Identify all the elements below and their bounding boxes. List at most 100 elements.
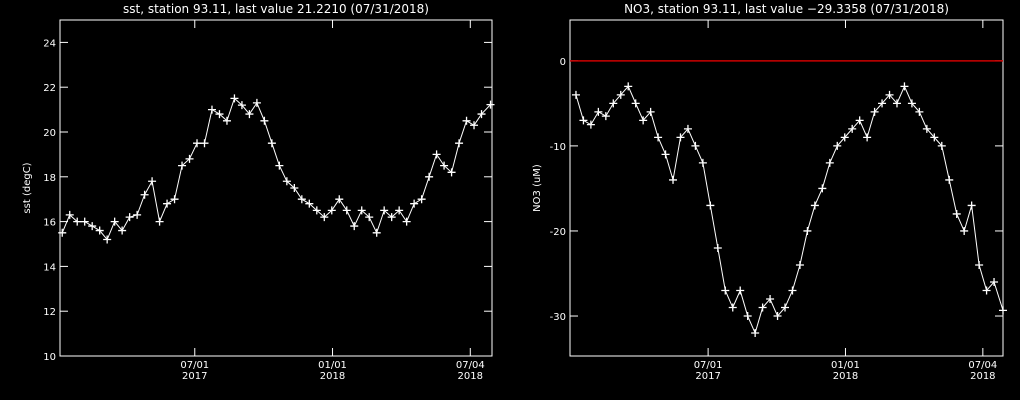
data-point	[840, 133, 849, 142]
data-point	[728, 303, 737, 312]
data-point	[312, 206, 321, 215]
data-point	[297, 195, 306, 204]
data-point	[103, 235, 112, 244]
x-tick-label: 07/01 2017	[180, 360, 210, 382]
data-point	[95, 226, 104, 235]
x-tick-label: 01/01 2018	[318, 360, 347, 382]
data-point	[207, 105, 216, 114]
data-point	[230, 94, 239, 103]
data-point	[676, 133, 685, 142]
data-point	[773, 312, 782, 321]
data-point	[275, 161, 284, 170]
data-point	[73, 217, 82, 226]
data-point	[417, 195, 426, 204]
data-point	[795, 260, 804, 269]
data-point	[870, 107, 879, 116]
data-point	[616, 90, 625, 99]
data-point	[305, 199, 314, 208]
plot-frame	[59, 19, 493, 357]
data-point	[432, 150, 441, 159]
data-point	[342, 206, 351, 215]
y-tick-label: -20	[550, 227, 566, 238]
plot-frame	[569, 19, 1004, 357]
data-point	[470, 121, 479, 130]
data-point	[907, 99, 916, 108]
data-point	[721, 286, 730, 295]
data-point	[335, 195, 344, 204]
data-point	[960, 226, 969, 235]
data-point	[654, 133, 663, 142]
x-tick-label: 01/01 2018	[831, 360, 860, 382]
data-point	[863, 133, 872, 142]
y-tick-label: 16	[43, 218, 56, 229]
data-point	[766, 295, 775, 304]
data-point	[892, 99, 901, 108]
data-point	[237, 101, 246, 110]
y-tick-label: 12	[43, 307, 56, 318]
data-point	[200, 139, 209, 148]
data-point	[133, 210, 142, 219]
data-point	[155, 217, 164, 226]
y-tick-label: 22	[43, 83, 56, 94]
y-tick-label: 20	[43, 128, 56, 139]
data-point	[193, 139, 202, 148]
data-point	[477, 110, 486, 119]
data-point	[140, 190, 149, 199]
data-point	[455, 139, 464, 148]
data-point	[945, 175, 954, 184]
data-point	[855, 116, 864, 125]
data-point	[758, 303, 767, 312]
data-point	[395, 206, 404, 215]
data-point	[350, 222, 359, 231]
y-tick-label: 10	[43, 352, 56, 363]
data-point	[579, 116, 588, 125]
data-point	[410, 199, 419, 208]
data-point	[486, 100, 495, 109]
y-tick-label: -30	[550, 312, 566, 323]
data-point	[624, 82, 633, 91]
data-point	[818, 184, 827, 193]
data-point	[65, 210, 74, 219]
data-point	[683, 124, 692, 133]
data-point	[282, 177, 291, 186]
data-point	[402, 217, 411, 226]
data-point	[803, 226, 812, 235]
data-point	[357, 206, 366, 215]
data-point	[848, 124, 857, 133]
x-tick-label: 07/04 2018	[455, 360, 485, 382]
data-point	[967, 201, 976, 210]
y-tick-label: 24	[43, 38, 56, 49]
data-point	[170, 195, 179, 204]
data-point	[425, 172, 434, 181]
data-point	[125, 213, 134, 222]
data-point	[215, 110, 224, 119]
data-point	[327, 206, 336, 215]
data-point	[952, 209, 961, 218]
data-point	[178, 161, 187, 170]
data-point	[586, 120, 595, 129]
data-point	[982, 286, 991, 295]
data-point	[885, 90, 894, 99]
data-point	[163, 199, 172, 208]
data-point	[810, 201, 819, 210]
y-tick-label: 14	[43, 262, 56, 273]
y-tick-label: -10	[550, 142, 566, 153]
data-point	[222, 116, 231, 125]
data-point	[825, 158, 834, 167]
data-point	[245, 110, 254, 119]
data-line	[575, 85, 1004, 335]
x-tick-label: 07/04 2018	[968, 360, 998, 382]
y-axis-label: NO3 (uM)	[532, 164, 543, 212]
data-point	[922, 124, 931, 133]
data-point	[601, 112, 610, 121]
data-point	[631, 99, 640, 108]
data-point	[669, 175, 678, 184]
data-point	[365, 213, 374, 222]
data-point	[975, 260, 984, 269]
data-point	[900, 82, 909, 91]
data-point	[387, 213, 396, 222]
data-point	[713, 243, 722, 252]
data-point	[380, 206, 389, 215]
chart-title: sst, station 93.11, last value 21.2210 (…	[123, 2, 429, 16]
